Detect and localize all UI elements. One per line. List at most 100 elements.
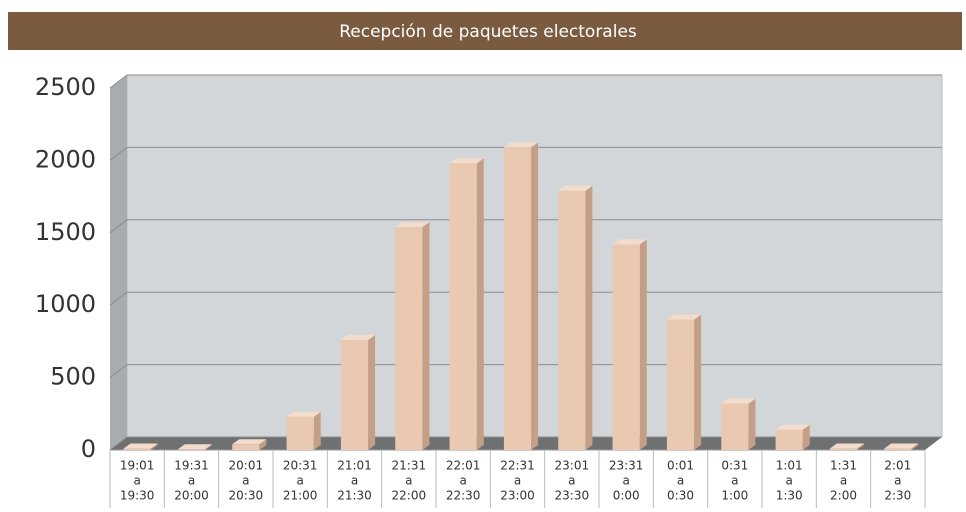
- x-tick-label: 23:01: [555, 459, 590, 473]
- bar-side: [422, 222, 430, 450]
- bar-top: [232, 439, 267, 445]
- bar: [829, 443, 865, 450]
- bar: [503, 142, 539, 451]
- bar: [775, 424, 810, 450]
- grid-line: [109, 219, 942, 234]
- bar-side: [585, 185, 593, 451]
- bar-top: [503, 142, 539, 148]
- x-tick-label: 22:30: [446, 489, 481, 503]
- x-tick-label: 21:01: [337, 459, 372, 473]
- bar: [395, 222, 430, 450]
- bar-side: [694, 314, 702, 450]
- x-tick-label: a: [677, 474, 684, 488]
- chart-title: Recepción de paquetes electorales: [339, 22, 637, 42]
- x-tick-label: 19:01: [120, 459, 155, 473]
- bar: [721, 398, 756, 450]
- x-tick-label: a: [785, 474, 792, 488]
- y-tick-label: 0: [81, 435, 96, 463]
- x-tick-label: a: [622, 474, 629, 488]
- x-tick-label: a: [514, 474, 521, 488]
- grid-line: [109, 291, 942, 306]
- x-tick-label: a: [731, 474, 738, 488]
- x-tick-label: 23:30: [555, 489, 590, 503]
- x-tick-label: 0:01: [667, 459, 694, 473]
- bar: [666, 314, 702, 450]
- bar: [123, 443, 158, 450]
- bar-side: [205, 444, 213, 450]
- bar: [286, 411, 321, 450]
- x-tick-label: 20:00: [174, 489, 209, 503]
- x-tick-label: 22:31: [500, 459, 535, 473]
- bar-top: [558, 185, 593, 191]
- bar-top: [829, 443, 865, 449]
- bar-side: [748, 398, 756, 450]
- bar-top: [666, 314, 702, 320]
- x-tick-label: a: [568, 474, 575, 488]
- x-tick-label: 2:30: [884, 489, 911, 503]
- x-tick-label: a: [840, 474, 847, 488]
- bar-side: [259, 439, 267, 450]
- bar-front: [232, 444, 260, 450]
- bar-front: [612, 244, 640, 450]
- x-tick-label: a: [459, 474, 466, 488]
- bar-top: [177, 444, 213, 450]
- bar: [558, 185, 593, 451]
- grid-line: [109, 146, 942, 161]
- y-tick-label: 2500: [35, 73, 96, 101]
- x-tick-label: 23:00: [500, 489, 535, 503]
- bar-front: [721, 403, 749, 450]
- bar-side: [857, 443, 865, 450]
- bar-front: [340, 339, 369, 450]
- bar-top: [884, 443, 919, 449]
- bar-front: [395, 227, 423, 450]
- bar-top: [395, 222, 430, 228]
- bar-front: [775, 429, 803, 450]
- bar-side: [313, 411, 321, 450]
- x-tick-label: a: [405, 474, 412, 488]
- x-tick-label: a: [351, 474, 358, 488]
- bar: [340, 334, 376, 450]
- y-tick-label: 1000: [35, 290, 96, 318]
- x-tick-label: 1:00: [721, 489, 748, 503]
- bar-side: [476, 158, 484, 450]
- x-tick-label: 2:00: [830, 489, 857, 503]
- bar-top: [612, 239, 647, 245]
- x-tick-label: 21:30: [337, 489, 372, 503]
- x-tick-label: 19:30: [120, 489, 155, 503]
- bar-top: [340, 334, 376, 340]
- bar-front: [666, 319, 695, 450]
- x-tick-label: 21:31: [392, 459, 427, 473]
- bar-side: [531, 142, 539, 451]
- bar-side: [802, 424, 810, 450]
- bar-top: [449, 158, 484, 164]
- x-tick-label: 1:30: [776, 489, 803, 503]
- bar-front: [177, 449, 206, 450]
- y-tick-label: 1500: [35, 218, 96, 246]
- bar-front: [503, 147, 532, 451]
- bar-front: [123, 448, 151, 450]
- x-tick-label: 20:30: [229, 489, 264, 503]
- x-tick-label: 20:31: [283, 459, 318, 473]
- x-tick-label: 0:30: [667, 489, 694, 503]
- bar-front: [829, 448, 858, 450]
- x-tick-label: 23:31: [609, 459, 644, 473]
- x-tick-label: 19:31: [174, 459, 209, 473]
- x-tick-label: 1:01: [776, 459, 803, 473]
- grid-line: [109, 74, 942, 89]
- bar-top: [123, 443, 158, 449]
- bar-front: [884, 448, 912, 450]
- x-tick-label: 22:00: [392, 489, 427, 503]
- x-tick-label: 2:01: [884, 459, 911, 473]
- y-tick-label: 2000: [35, 145, 96, 173]
- bar-side: [911, 443, 919, 450]
- bar: [449, 158, 484, 450]
- bar: [232, 439, 267, 450]
- bar-top: [721, 398, 756, 404]
- x-tick-label: 20:01: [229, 459, 264, 473]
- x-tick-label: a: [242, 474, 249, 488]
- side-wall: [110, 75, 127, 450]
- x-tick-label: a: [894, 474, 901, 488]
- title-bar: [8, 12, 962, 50]
- x-tick-label: 21:00: [283, 489, 318, 503]
